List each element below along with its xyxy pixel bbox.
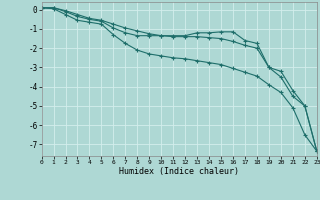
X-axis label: Humidex (Indice chaleur): Humidex (Indice chaleur) xyxy=(119,167,239,176)
